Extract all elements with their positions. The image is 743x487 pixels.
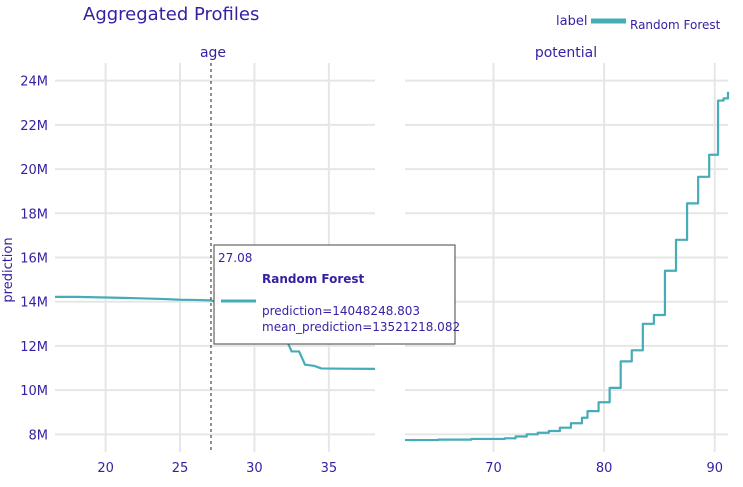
- facet-label-potential: potential: [535, 45, 597, 61]
- hover-tooltip: 27.08 Random Forest prediction=14048248.…: [213, 244, 460, 345]
- legend-title: label: [556, 14, 587, 29]
- x-tick-label: 80: [596, 461, 613, 476]
- y-tick-label: 18M: [20, 207, 48, 222]
- y-tick-label: 20M: [20, 163, 48, 178]
- x-tick-label: 25: [172, 461, 189, 476]
- series-line-potential[interactable]: [405, 91, 730, 442]
- y-tick-label: 24M: [20, 75, 48, 90]
- x-tick-label: 20: [97, 461, 114, 476]
- x-tick-label: 30: [246, 461, 263, 476]
- chart-title: Aggregated Profiles: [83, 4, 259, 25]
- x-tick-label: 90: [706, 461, 723, 476]
- grid-layer: [55, 63, 728, 452]
- facet-label-age: age: [200, 45, 226, 61]
- tooltip-series-name: Random Forest: [262, 272, 365, 286]
- y-tick-label: 12M: [20, 340, 48, 355]
- tooltip-prediction: prediction=14048248.803: [262, 304, 420, 318]
- y-tick-labels: 8M 10M 12M 14M 16M 18M 20M 22M 24M: [20, 75, 48, 444]
- x-tick-labels: 20 25 30 35 70 80 90: [97, 461, 723, 476]
- y-tick-label: 8M: [29, 428, 49, 443]
- y-tick-label: 14M: [20, 296, 48, 311]
- tooltip-x-value: 27.08: [218, 251, 252, 265]
- legend-item-random-forest[interactable]: Random Forest: [630, 18, 721, 32]
- y-tick-label: 16M: [20, 252, 48, 267]
- y-tick-label: 10M: [20, 384, 48, 399]
- x-tick-label: 35: [321, 461, 338, 476]
- y-axis-label: prediction: [1, 237, 16, 302]
- y-tick-label: 22M: [20, 119, 48, 134]
- tooltip-box: [213, 244, 456, 345]
- x-tick-label: 70: [485, 461, 502, 476]
- tooltip-mean-prediction: mean_prediction=13521218.082: [262, 320, 460, 334]
